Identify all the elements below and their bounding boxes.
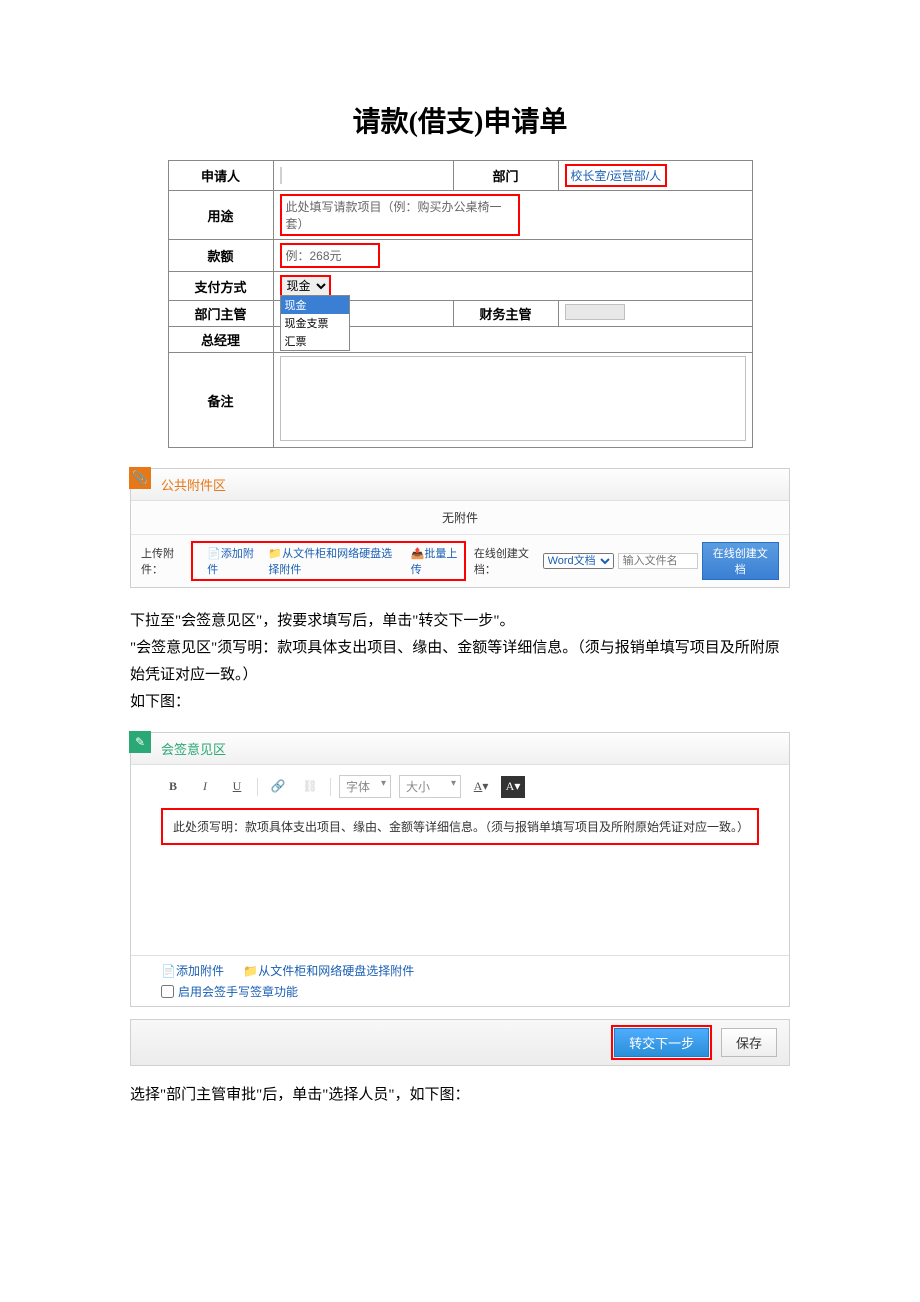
doctype-select[interactable]: Word文档	[543, 553, 614, 569]
bold-button[interactable]: B	[161, 776, 185, 798]
enable-sign-checkbox[interactable]	[161, 985, 174, 998]
toolbar-separator	[257, 778, 258, 796]
font-select[interactable]: 字体	[339, 775, 391, 798]
page-title: 请款(借支)申请单	[130, 100, 790, 140]
financemgr-label: 财务主管	[453, 301, 558, 327]
application-form: 申请人 部门 校长室/运营部/人 用途 此处填写请款项目（例：购买办公桌椅一套）…	[168, 160, 753, 448]
attachment-header: 公共附件区	[131, 469, 789, 501]
link-button[interactable]: 🔗	[266, 776, 290, 798]
underline-button[interactable]: U	[225, 776, 249, 798]
filename-input[interactable]	[618, 553, 698, 569]
size-select[interactable]: 大小	[399, 775, 461, 798]
bulk-upload-link[interactable]: 📤批量上传	[411, 545, 458, 577]
paymethod-option[interactable]: 现金支票	[281, 314, 349, 332]
upload-label: 上传附件：	[141, 545, 187, 577]
from-cabinet-link[interactable]: 📁从文件柜和网络硬盘选择附件	[268, 545, 396, 577]
opinion-add-attach[interactable]: 📄添加附件	[161, 964, 224, 978]
action-bar: 转交下一步 保存	[130, 1019, 790, 1066]
dept-value[interactable]: 校长室/运营部/人	[565, 164, 668, 187]
gm-label: 总经理	[168, 327, 273, 353]
toolbar-separator	[330, 778, 331, 796]
opinion-from-cabinet[interactable]: 📁从文件柜和网络硬盘选择附件	[243, 964, 414, 978]
amount-input[interactable]: 例：268元	[280, 243, 380, 268]
paymethod-option[interactable]: 汇票	[281, 332, 349, 350]
remark-label: 备注	[168, 353, 273, 448]
instruction-text: 下拉至"会签意见区"，按要求填写后，单击"转交下一步"。 "会签意见区"须写明：…	[130, 608, 790, 716]
unlink-button[interactable]: ⛓	[298, 776, 322, 798]
enable-sign-label: 启用会签手写签章功能	[178, 983, 298, 1000]
opinion-header: 会签意见区	[131, 733, 789, 765]
paymethod-option[interactable]: 现金	[281, 296, 349, 314]
online-create-label: 在线创建文档：	[474, 545, 539, 577]
applicant-label: 申请人	[168, 161, 273, 191]
paymethod-select[interactable]: 现金	[280, 275, 331, 297]
applicant-input[interactable]	[280, 167, 282, 184]
dept-label: 部门	[453, 161, 558, 191]
opinion-footer: 📄添加附件 📁从文件柜和网络硬盘选择附件 启用会签手写签章功能	[131, 955, 789, 1006]
bgcolor-button[interactable]: A▾	[501, 776, 525, 798]
add-attachment-link[interactable]: 📄添加附件	[207, 545, 254, 577]
deptmgr-label: 部门主管	[168, 301, 273, 327]
textcolor-button[interactable]: A▾	[469, 776, 493, 798]
edit-icon: ✎	[129, 731, 151, 753]
purpose-label: 用途	[168, 191, 273, 240]
paperclip-icon: 📎	[129, 467, 151, 489]
attachment-panel: 📎 公共附件区 无附件 上传附件： 📄添加附件 📁从文件柜和网络硬盘选择附件 📤…	[130, 468, 790, 588]
purpose-input[interactable]: 此处填写请款项目（例：购买办公桌椅一套）	[280, 194, 520, 236]
financemgr-input[interactable]	[565, 304, 625, 320]
no-attachment-text: 无附件	[131, 501, 789, 535]
save-button[interactable]: 保存	[721, 1028, 777, 1057]
create-doc-button[interactable]: 在线创建文档	[702, 542, 779, 580]
submit-button[interactable]: 转交下一步	[614, 1028, 709, 1057]
opinion-editor[interactable]: 此处须写明：款项具体支出项目、缘由、金额等详细信息。（须与报销单填写项目及所附原…	[161, 808, 759, 845]
italic-button[interactable]: I	[193, 776, 217, 798]
opinion-panel: ✎ 会签意见区 B I U 🔗 ⛓ 字体 大小 A▾ A▾ 此处须写明：款项具体…	[130, 732, 790, 1007]
paymethod-label: 支付方式	[168, 272, 273, 301]
editor-toolbar: B I U 🔗 ⛓ 字体 大小 A▾ A▾	[131, 765, 789, 808]
paymethod-dropdown: 现金 现金支票 汇票	[280, 295, 350, 351]
remark-textarea[interactable]	[280, 356, 746, 441]
footer-instruction: 选择"部门主管审批"后，单击"选择人员"，如下图：	[130, 1082, 790, 1109]
amount-label: 款额	[168, 240, 273, 272]
